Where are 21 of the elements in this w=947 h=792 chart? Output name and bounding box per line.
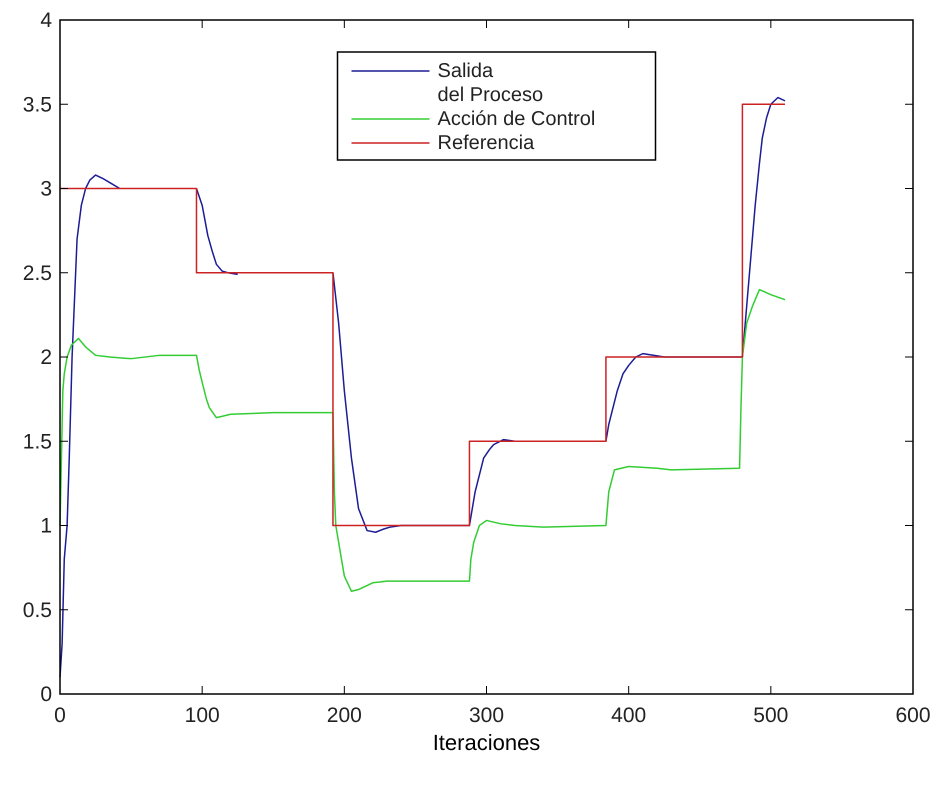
legend-label: Acción de Control <box>438 108 596 130</box>
legend-label: Referencia <box>438 132 536 154</box>
y-tick-label: 1.5 <box>22 430 52 454</box>
x-tick-label: 400 <box>611 704 646 727</box>
x-tick-label: 100 <box>184 704 220 727</box>
x-tick-label: 200 <box>326 704 362 727</box>
y-tick-label: 2.5 <box>22 262 52 285</box>
line-series <box>59 288 786 592</box>
y-tick-label: 2 <box>40 346 52 369</box>
y-tick-label: 0.5 <box>22 598 52 622</box>
x-tick-label: 500 <box>753 704 788 727</box>
y-tick-label: 3 <box>40 178 52 200</box>
y-tick-label: 4 <box>40 9 52 32</box>
y-tick-label: 3.5 <box>22 93 52 116</box>
legend-label: Salida del Proceso <box>438 60 544 106</box>
x-axis-title: Iteraciones <box>432 730 540 755</box>
y-tick-label: 0 <box>40 683 52 706</box>
x-tick-label: 600 <box>895 704 931 727</box>
x-tick-label: 300 <box>468 704 504 727</box>
x-tick-label: 0 <box>54 704 66 727</box>
y-tick-label: 1 <box>40 514 52 538</box>
